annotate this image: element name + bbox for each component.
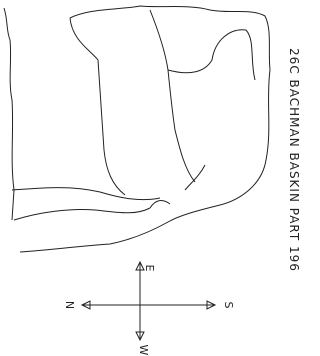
compass-north: N bbox=[63, 301, 76, 309]
background bbox=[0, 0, 309, 356]
map: N E S W 26C BACHMAN BASKIN PART 196 bbox=[0, 0, 309, 356]
compass-west: W bbox=[137, 345, 150, 356]
compass-south: S bbox=[222, 302, 235, 309]
map-title: 26C BACHMAN BASKIN PART 196 bbox=[287, 48, 301, 272]
compass-east: E bbox=[143, 265, 156, 272]
